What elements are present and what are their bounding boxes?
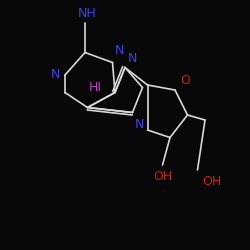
Text: O: O: [180, 74, 190, 88]
Text: HI: HI: [88, 81, 102, 94]
Text: N: N: [115, 44, 124, 58]
Text: NH: NH: [78, 7, 97, 20]
Text: OH: OH: [153, 170, 172, 183]
Text: OH: OH: [202, 175, 222, 188]
Text: N: N: [135, 118, 144, 130]
Text: N: N: [128, 52, 137, 65]
Text: N: N: [51, 68, 60, 82]
